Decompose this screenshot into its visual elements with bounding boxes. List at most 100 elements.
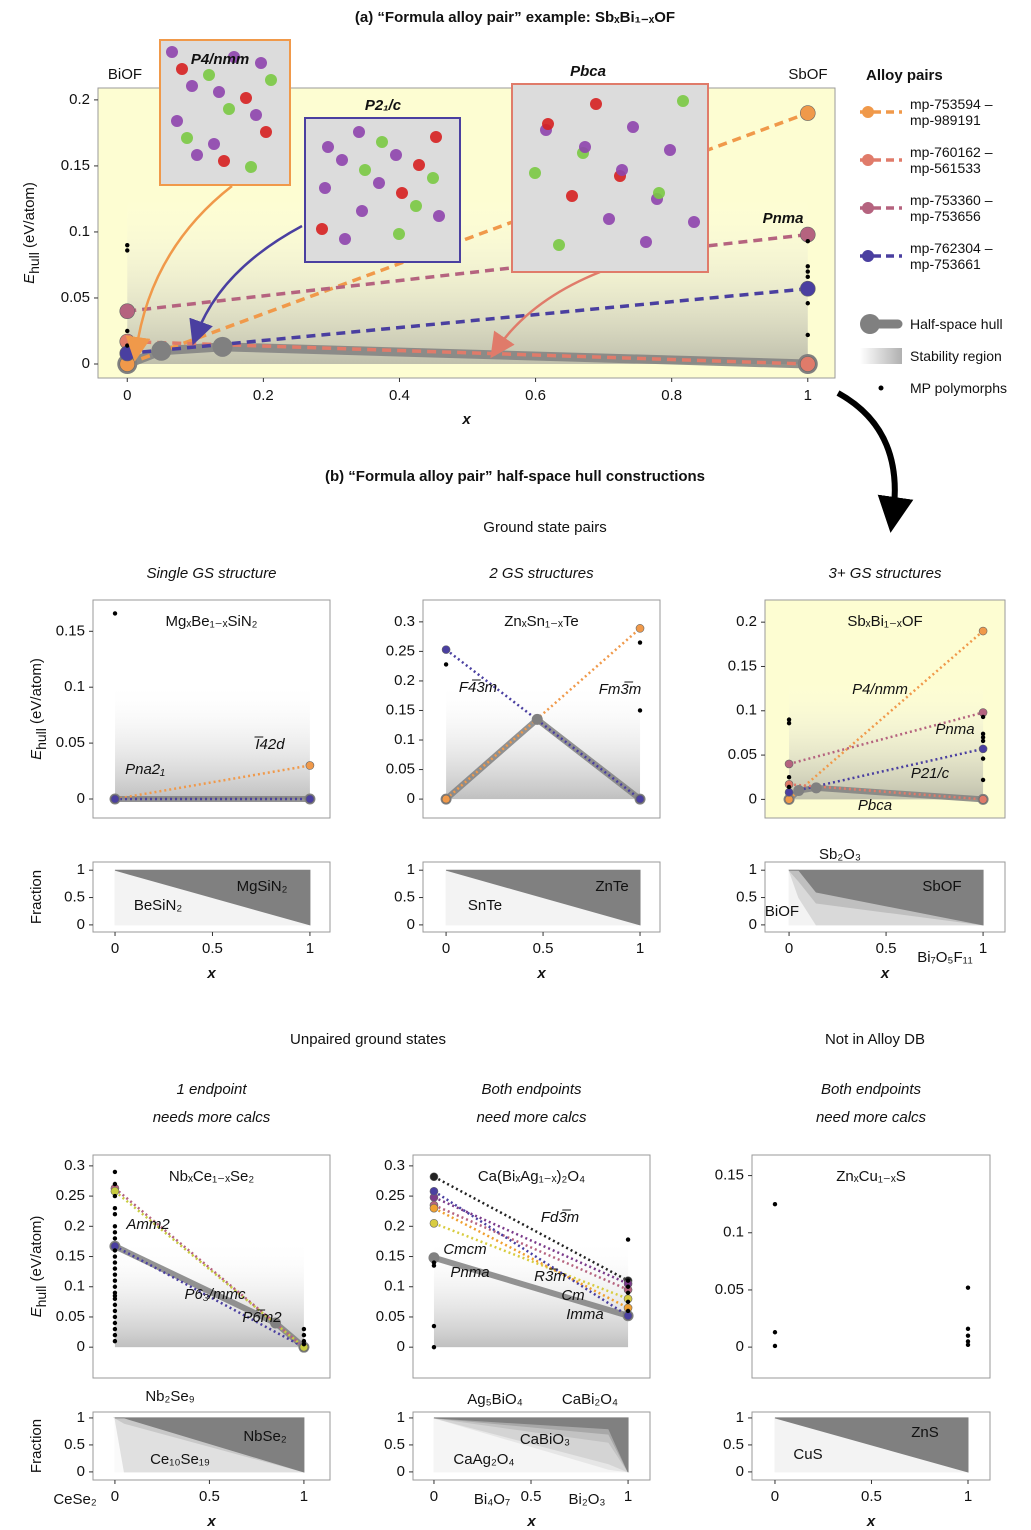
polymorph <box>112 1212 118 1217</box>
y-tick-label: 0.05 <box>56 734 85 751</box>
fraction-label: BeSiN₂ <box>134 897 183 914</box>
annotation: Pnma <box>763 210 804 227</box>
fraction-label: Sb₂O₃ <box>819 846 861 863</box>
chart-title: MgₓBe₁₋ₓSiN₂ <box>166 613 258 630</box>
legend-swatch <box>862 250 874 262</box>
series-point <box>305 761 315 770</box>
structure-image <box>511 83 709 273</box>
stability-region <box>433 1239 629 1348</box>
endpoint-label: SbOF <box>788 66 827 83</box>
polymorph <box>125 328 130 334</box>
fraction-label: CaBi₂O₄ <box>562 1391 618 1408</box>
y-tick-label: 1 <box>77 861 85 878</box>
polymorph <box>805 269 810 274</box>
series-point <box>119 345 136 362</box>
polymorph <box>112 1314 118 1320</box>
atom <box>255 57 267 69</box>
y-label-e: E <box>28 1306 45 1317</box>
x-tick-label: 1 <box>306 940 314 957</box>
series-point <box>635 624 645 633</box>
polymorph <box>965 1342 971 1348</box>
series-line <box>114 1245 305 1349</box>
x-axis-label: x <box>536 965 546 982</box>
y-tick-label: 0.05 <box>715 1281 744 1298</box>
polymorph <box>980 714 986 720</box>
series-label: Imma <box>566 1306 604 1323</box>
y-tick-label: 0.5 <box>384 1436 405 1453</box>
y-tick-label: 0.5 <box>723 1436 744 1453</box>
series-label: P4/nmm <box>852 681 908 698</box>
polymorph <box>772 1343 778 1349</box>
fraction-area <box>774 1417 969 1473</box>
hull-vertex <box>531 713 543 725</box>
stability-region <box>446 682 641 800</box>
y-tick-label: 0 <box>736 1463 744 1480</box>
polymorph <box>112 1248 118 1253</box>
chart-title: (a) “Formula alloy pair” example: SbₓBi₁… <box>355 9 675 26</box>
x-tick-label: 1 <box>804 387 812 404</box>
polymorph <box>301 1332 307 1338</box>
polymorph <box>980 731 986 737</box>
y-tick-label: 0.2 <box>69 91 90 108</box>
series-point <box>119 303 136 319</box>
polymorph <box>625 1308 631 1314</box>
x-tick-label: 0.5 <box>533 940 554 957</box>
polymorph <box>125 242 130 248</box>
polymorph <box>786 784 792 790</box>
polymorph <box>431 1323 437 1329</box>
x-tick-label: 0.4 <box>389 387 410 404</box>
y-label-e: E <box>28 749 45 760</box>
y-tick-label: 0 <box>77 1338 85 1355</box>
y-tick-label: 1 <box>407 861 415 878</box>
x-tick-label: 1 <box>624 1488 632 1505</box>
atom <box>218 155 230 167</box>
legend-swatch <box>862 106 874 118</box>
arrow <box>490 270 601 359</box>
legend-label: mp-753360 – mp-753656 <box>910 192 993 224</box>
polymorph <box>625 1299 631 1305</box>
atom <box>616 164 628 176</box>
chart-subtitle: 1 endpoint <box>176 1081 247 1098</box>
y-tick-label: 0.15 <box>61 157 90 174</box>
atom <box>191 149 203 161</box>
atom <box>176 63 188 75</box>
atom <box>228 51 240 63</box>
chart-subtitle: need more calcs <box>476 1109 587 1126</box>
atom <box>250 109 262 121</box>
atom <box>640 236 652 248</box>
series-point <box>799 280 816 297</box>
atom <box>430 131 442 143</box>
y-tick-label: 0 <box>77 790 85 807</box>
y-tick-label: 0 <box>77 1463 85 1480</box>
y-tick-label: 0.1 <box>723 1224 744 1241</box>
legend-swatch <box>860 348 902 364</box>
x-axis-label: x <box>461 411 471 428</box>
x-tick-label: 1 <box>300 1488 308 1505</box>
polymorph <box>786 775 792 780</box>
arrow <box>189 224 303 346</box>
y-tick-label: 0.1 <box>384 1278 405 1295</box>
fraction-label: BiOF <box>765 903 799 920</box>
polymorph <box>980 756 986 761</box>
legend-label: MP polymorphs <box>910 380 1008 396</box>
fraction-area <box>433 1417 629 1473</box>
y-tick-label: 0.15 <box>386 701 415 718</box>
atom <box>677 95 689 107</box>
atom <box>203 69 215 81</box>
y-tick-label: 0.2 <box>64 1217 85 1234</box>
polymorph <box>112 1326 118 1332</box>
polymorph <box>965 1333 971 1338</box>
y-tick-label: 0 <box>407 790 415 807</box>
y-axis-label: Fraction <box>28 870 45 924</box>
chart-subtitle: Single GS structure <box>146 565 276 582</box>
x-tick-label: 0 <box>111 1488 119 1505</box>
x-tick-label: 0.2 <box>253 387 274 404</box>
y-tick-label: 0.2 <box>736 613 757 630</box>
series-point <box>978 744 988 754</box>
hull-vertex <box>270 1317 282 1329</box>
y-tick-label: 0.15 <box>728 657 757 674</box>
y-tick-label: 0.05 <box>386 761 415 778</box>
atom <box>319 182 331 194</box>
series-point <box>799 105 816 121</box>
y-tick-label: 0.3 <box>384 1157 405 1174</box>
